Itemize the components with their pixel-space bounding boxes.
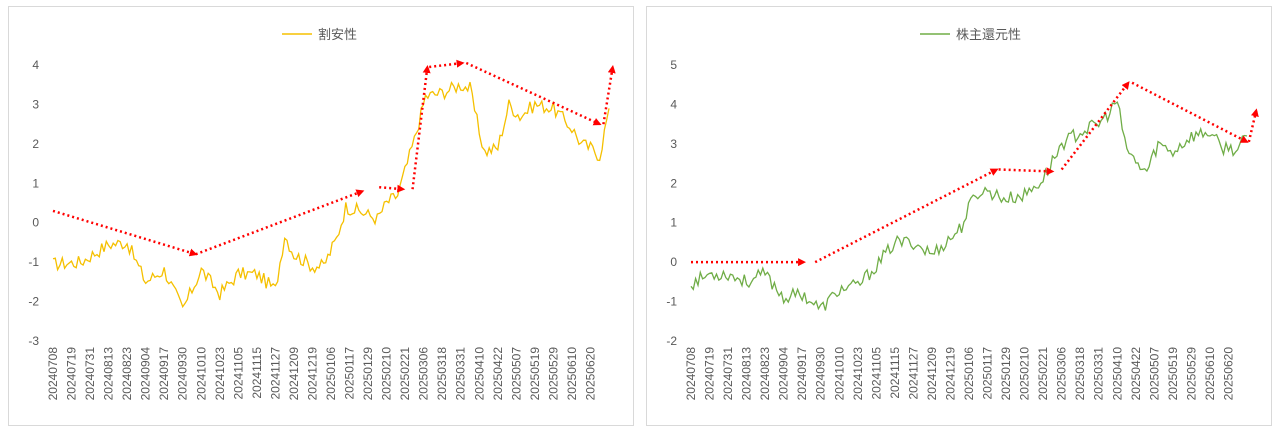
x-tick-label: 20241219 — [305, 347, 319, 401]
x-tick-label: 20250620 — [583, 347, 597, 401]
x-tick-label: 20250210 — [1018, 347, 1032, 401]
x-tick-label: 20250210 — [380, 347, 394, 401]
y-tick-label: -1 — [28, 255, 39, 269]
x-tick-label: 20250422 — [491, 347, 505, 401]
x-tick-label: 20241115 — [250, 347, 264, 399]
y-tick-label: -1 — [666, 295, 677, 309]
x-tick-label: 20250221 — [398, 347, 412, 401]
x-tick-label: 20241115 — [888, 347, 902, 399]
x-tick-label: 20241023 — [213, 347, 227, 401]
x-tick-label: 20250106 — [324, 347, 338, 401]
x-tick-label: 20240731 — [83, 347, 97, 401]
x-tick-label: 20241209 — [925, 347, 939, 401]
trend-arrow — [1247, 108, 1259, 143]
x-tick-label: 20240708 — [46, 347, 60, 401]
x-tick-label: 20250117 — [981, 347, 995, 400]
x-tick-label: 20250306 — [417, 347, 431, 401]
x-tick-label: 20240719 — [65, 347, 79, 401]
x-tick-label: 20250117 — [343, 347, 357, 400]
y-tick-label: 2 — [670, 176, 677, 190]
trend-arrow — [195, 189, 365, 256]
legend-label: 株主還元性 — [956, 27, 1021, 42]
x-tick-label: 20250331 — [454, 347, 468, 401]
x-tick-label: 20240719 — [703, 347, 717, 401]
x-tick-label: 20240731 — [721, 347, 735, 401]
x-tick-label: 20250221 — [1036, 347, 1050, 401]
x-tick-label: 20250610 — [565, 347, 579, 401]
x-tick-label: 20240708 — [684, 347, 698, 401]
x-tick-label: 20250318 — [1073, 347, 1087, 401]
x-tick-label: 20241209 — [287, 347, 301, 401]
x-tick-label: 20240813 — [740, 347, 754, 401]
y-tick-label: 0 — [670, 255, 677, 269]
x-tick-label: 20241105 — [869, 347, 883, 400]
x-tick-label: 20250410 — [472, 347, 486, 401]
x-tick-label: 20250331 — [1092, 347, 1106, 401]
y-tick-label: 2 — [32, 137, 39, 151]
x-tick-label: 20250519 — [1166, 347, 1180, 401]
y-tick-label: 1 — [32, 176, 39, 190]
y-tick-label: 3 — [670, 137, 677, 151]
chart-panel-shareholder-return: -2 -1 0 1 2 3 4 5 20240708 20240719 20240731 202408… — [646, 6, 1272, 426]
y-tick-label: -2 — [666, 334, 677, 348]
line-chart-value: -3 -2 -1 0 1 2 3 4 20240708 20240719 20240731 20240… — [28, 27, 616, 401]
series-line — [52, 81, 610, 309]
x-tick-label: 20241105 — [231, 347, 245, 400]
chart-panel-value: -3 -2 -1 0 1 2 3 4 20240708 20240719 20240731 20240… — [8, 6, 634, 426]
legend-label: 割安性 — [318, 27, 357, 42]
x-tick-label: 20240904 — [139, 347, 153, 401]
y-tick-label: 4 — [670, 97, 677, 111]
x-tick-label: 20241023 — [851, 347, 865, 401]
line-chart-shareholder-return: -2 -1 0 1 2 3 4 5 20240708 20240719 20240731 202408… — [666, 27, 1259, 401]
x-tick-label: 20241010 — [832, 347, 846, 401]
x-tick-label: 20250410 — [1110, 347, 1124, 401]
x-tick-label: 20250306 — [1055, 347, 1069, 401]
x-tick-label: 20250318 — [435, 347, 449, 401]
y-tick-label: 0 — [32, 216, 39, 230]
x-tick-label: 20240904 — [777, 347, 791, 401]
x-tick-label: 20250507 — [1147, 347, 1161, 401]
x-tick-label: 20250610 — [1203, 347, 1217, 401]
x-tick-label: 20250129 — [361, 347, 375, 401]
x-tick-label: 20241219 — [943, 347, 957, 401]
trend-arrow — [429, 59, 465, 69]
y-tick-label: -2 — [28, 295, 39, 309]
x-tick-label: 20240930 — [176, 347, 190, 401]
x-tick-label: 20250422 — [1129, 347, 1143, 401]
x-tick-label: 20240917 — [157, 347, 171, 401]
x-tick-label: 20250620 — [1221, 347, 1235, 401]
x-tick-label: 20241010 — [194, 347, 208, 401]
y-tick-label: 3 — [32, 97, 39, 111]
y-tick-label: 4 — [32, 58, 39, 72]
y-tick-label: 1 — [670, 216, 677, 230]
trend-arrow — [1131, 81, 1249, 143]
y-tick-label: 5 — [670, 58, 677, 72]
x-tick-label: 20240813 — [102, 347, 116, 401]
x-tick-label: 20241127 — [906, 347, 920, 400]
y-tick-label: -3 — [28, 334, 39, 348]
x-tick-label: 20240930 — [814, 347, 828, 401]
x-tick-label: 20250529 — [546, 347, 560, 401]
trend-arrow — [1060, 81, 1130, 171]
trend-arrow — [465, 61, 602, 126]
x-tick-label: 20240917 — [795, 347, 809, 401]
x-tick-label: 20250129 — [999, 347, 1013, 401]
trend-arrow — [814, 168, 999, 264]
x-tick-label: 20240823 — [758, 347, 772, 401]
x-tick-label: 20250529 — [1184, 347, 1198, 401]
x-tick-label: 20250106 — [962, 347, 976, 401]
x-tick-label: 20241127 — [268, 347, 282, 400]
x-tick-label: 20240823 — [120, 347, 134, 401]
x-tick-label: 20250519 — [528, 347, 542, 401]
trend-arrow — [411, 64, 431, 190]
trend-arrow — [379, 184, 406, 193]
x-tick-label: 20250507 — [509, 347, 523, 401]
series-line — [690, 101, 1248, 311]
trend-arrow — [998, 167, 1055, 176]
